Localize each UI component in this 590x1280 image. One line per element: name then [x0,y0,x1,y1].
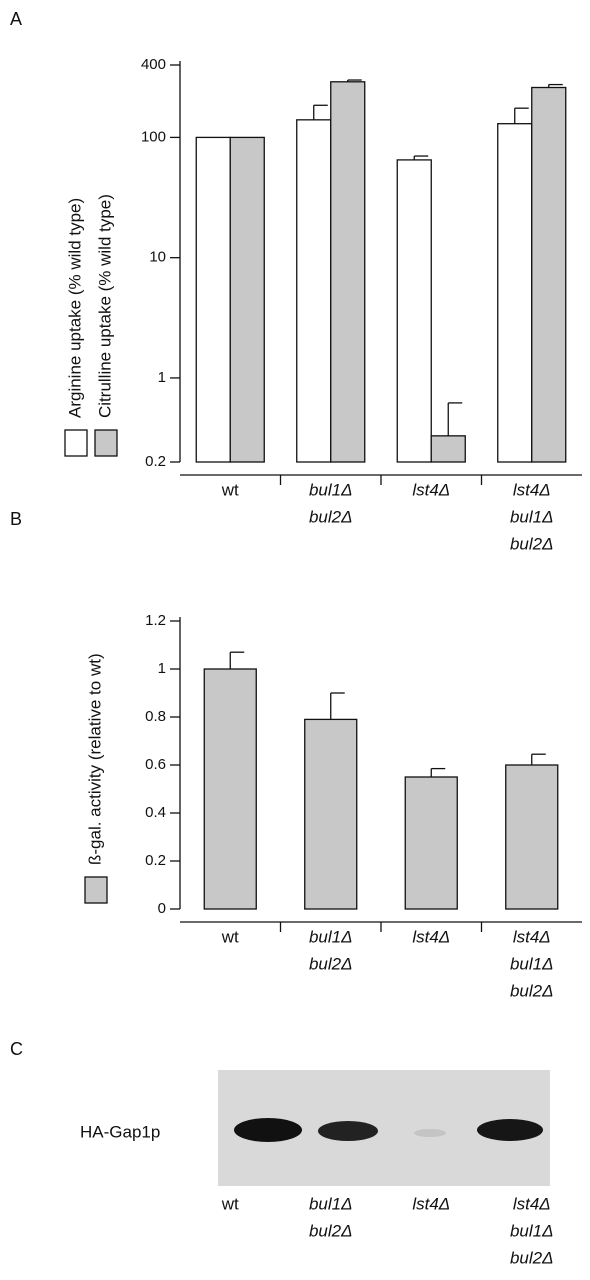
x-tick-label: bul2Δ [510,1248,554,1267]
x-tick-label: bul2Δ [309,507,353,526]
bar [195,136,231,463]
y-tick-label: 1.2 [145,612,166,629]
bar [296,119,332,463]
legend-label: Citrulline uptake (% wild type) [95,194,114,418]
y-tick-label: 0 [158,900,166,917]
panel-label: B [10,509,22,529]
bar [430,435,466,463]
y-tick-label: 100 [141,128,166,145]
bar [531,86,567,463]
x-tick-label: bul1Δ [510,954,554,973]
x-tick-label: bul1Δ [309,927,353,946]
y-tick-label: 1 [158,369,166,386]
legend-swatch [94,429,118,457]
x-tick-label: bul2Δ [309,1221,353,1240]
bar [396,159,432,463]
x-tick-label: lst4Δ [513,1194,551,1213]
x-tick-label: lst4Δ [412,927,450,946]
bar [203,668,257,910]
y-tick-label: 0.8 [145,708,166,725]
x-tick-label: wt [221,1194,239,1213]
bar [229,136,265,463]
legend-swatch [84,876,108,904]
x-tick-label: bul1Δ [510,507,554,526]
x-tick-label: bul2Δ [510,534,554,553]
bar [505,764,559,910]
legend-swatch [64,429,88,457]
blot-band [477,1119,543,1141]
y-tick-label: 10 [149,249,166,266]
panel-label: A [10,9,22,29]
y-tick-label: 0.4 [145,804,166,821]
x-tick-label: wt [221,480,239,499]
y-tick-label: 0.2 [145,453,166,470]
legend-label: ß-gal. activity (relative to wt) [85,653,104,865]
x-tick-label: wt [221,927,239,946]
blot-band [414,1129,446,1137]
x-tick-label: lst4Δ [412,1194,450,1213]
y-tick-label: 0.2 [145,852,166,869]
x-tick-label: bul2Δ [510,981,554,1000]
x-tick-label: lst4Δ [513,927,551,946]
blot-band [318,1121,378,1141]
legend-label: Arginine uptake (% wild type) [65,198,84,418]
blot: HA-Gap1p [80,1070,550,1186]
x-tick-label: bul2Δ [309,954,353,973]
x-tick-label: lst4Δ [412,480,450,499]
x-tick-label: bul1Δ [309,480,353,499]
y-tick-label: 400 [141,56,166,73]
x-tick-label: bul1Δ [510,1221,554,1240]
bar [404,776,458,910]
x-tick-label: bul1Δ [309,1194,353,1213]
bar [330,81,366,463]
y-tick-label: 0.6 [145,756,166,773]
bar [304,718,358,910]
y-tick-label: 1 [158,660,166,677]
x-tick-label: lst4Δ [513,480,551,499]
row-label: HA-Gap1p [80,1122,160,1141]
blot-band [234,1118,302,1142]
bar [497,123,533,463]
panel-label: C [10,1039,23,1059]
